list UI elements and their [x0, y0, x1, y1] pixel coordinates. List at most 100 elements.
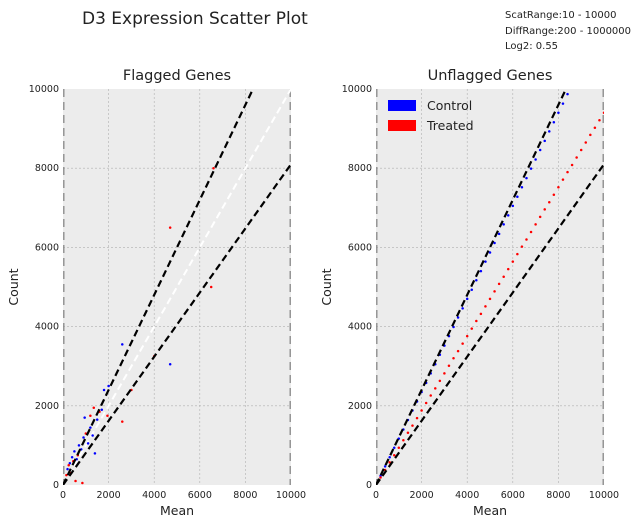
unflagged-point-control-41 [566, 92, 569, 96]
unflagged-point-treated-7 [411, 424, 414, 427]
flagged-series-control [66, 343, 172, 471]
flagged-point-treated-16 [209, 285, 213, 289]
flagged-point-treated-11 [106, 414, 109, 417]
unflagged-point-control-3 [392, 446, 396, 450]
info-line-scat-range: ScatRange:10 - 10000 [505, 10, 616, 21]
unflagged-point-treated-45 [584, 141, 588, 144]
unflagged-point-treated-26 [497, 282, 501, 286]
flagged-point-control-10 [89, 426, 92, 429]
flagged-point-treated-17 [212, 166, 215, 170]
unflagged-point-treated-24 [488, 297, 492, 301]
unflagged-point-treated-35 [538, 215, 542, 219]
flagged-point-treated-12 [121, 420, 124, 423]
flagged-y-tick-label-1: 2000 [35, 401, 59, 412]
flagged-point-treated-9 [92, 406, 96, 410]
legend: Control Treated [388, 98, 474, 133]
unflagged-y-tick-label-5: 10000 [342, 84, 372, 95]
unflagged-point-treated-11 [429, 394, 432, 397]
unflagged-point-treated-34 [534, 223, 537, 226]
unflagged-point-treated-48 [598, 119, 601, 122]
legend-label-control: Control [427, 98, 472, 113]
unflagged-axes-background [376, 89, 604, 485]
unflagged-point-treated-6 [406, 431, 410, 434]
unflagged-plot-title: Unflagged Genes [428, 68, 553, 84]
figure-title: D3 Expression Scatter Plot [82, 9, 308, 29]
flagged-y-tick-label-2: 4000 [35, 322, 59, 333]
unflagged-genes-plot: 0 2000 4000 6000 8000 10000 0 2000 4000 6000 8000 1… [319, 68, 619, 518]
flagged-x-tick-label-2: 4000 [142, 490, 166, 501]
unflagged-point-control-2 [388, 456, 391, 459]
unflagged-point-treated-33 [529, 230, 533, 234]
flagged-point-control-14 [100, 408, 104, 412]
unflagged-point-control-35 [538, 148, 542, 152]
flagged-point-control-2 [70, 456, 74, 459]
flagged-x-tick-label-1: 2000 [97, 490, 121, 501]
unflagged-y-axis-label: Count [319, 268, 334, 305]
unflagged-point-treated-39 [557, 185, 560, 189]
unflagged-point-control-34 [534, 158, 537, 161]
flagged-y-tick-label-0: 0 [53, 480, 59, 491]
flagged-point-control-5 [77, 444, 81, 447]
flagged-x-tick-label-5: 10000 [276, 490, 306, 501]
unflagged-point-control-23 [484, 260, 487, 263]
unflagged-point-control-30 [516, 195, 519, 198]
unflagged-x-tick-label-4: 8000 [546, 490, 570, 501]
unflagged-point-treated-9 [420, 409, 423, 412]
unflagged-x-tick-label-5: 10000 [589, 490, 619, 501]
unflagged-point-treated-43 [575, 156, 578, 159]
unflagged-point-treated-15 [447, 364, 451, 368]
flagged-x-tick-label-0: 0 [60, 490, 66, 501]
unflagged-clipped-layer [376, 89, 604, 485]
info-line-log2: Log2: 0.55 [505, 41, 558, 52]
flagged-y-tick-label-3: 6000 [35, 242, 59, 253]
unflagged-y-tick-label-1: 2000 [348, 401, 372, 412]
unflagged-point-control-39 [557, 111, 560, 115]
unflagged-point-treated-12 [434, 387, 437, 390]
flagged-point-control-13 [95, 418, 99, 421]
legend-swatch-control [388, 100, 416, 111]
flagged-point-control-12 [93, 452, 97, 455]
unflagged-x-tick-label-3: 6000 [501, 490, 525, 501]
flagged-y-tick-label-5: 10000 [29, 84, 59, 95]
unflagged-point-treated-28 [506, 267, 510, 271]
unflagged-point-treated-47 [593, 126, 597, 130]
unflagged-point-control-32 [525, 176, 528, 180]
flagged-point-treated-15 [168, 226, 172, 229]
legend-label-treated: Treated [426, 118, 474, 133]
unflagged-point-treated-49 [602, 111, 604, 115]
unflagged-point-control-28 [506, 214, 510, 217]
unflagged-point-control-18 [461, 307, 464, 310]
unflagged-point-control-37 [548, 130, 551, 133]
unflagged-y-tick-label-4: 8000 [348, 163, 372, 174]
unflagged-point-treated-5 [402, 439, 405, 442]
unflagged-point-treated-21 [475, 319, 478, 323]
unflagged-point-control-29 [511, 204, 515, 208]
unflagged-point-treated-41 [566, 170, 569, 174]
unflagged-x-tick-label-0: 0 [373, 490, 379, 501]
unflagged-point-control-21 [475, 279, 478, 282]
flagged-y-tick-label-4: 8000 [35, 163, 59, 174]
unflagged-point-treated-0 [379, 476, 382, 479]
flagged-point-control-9 [86, 442, 90, 445]
unflagged-point-treated-22 [479, 312, 483, 316]
unflagged-point-control-31 [520, 185, 524, 189]
unflagged-point-treated-38 [552, 193, 556, 196]
unflagged-point-treated-3 [392, 454, 396, 457]
unflagged-point-control-36 [543, 139, 546, 143]
flagged-point-treated-1 [67, 463, 70, 467]
flagged-point-treated-4 [74, 479, 77, 483]
unflagged-point-treated-10 [424, 401, 428, 405]
legend-swatch-treated [388, 120, 416, 131]
unflagged-point-control-1 [383, 465, 387, 468]
unflagged-point-control-26 [497, 232, 501, 236]
unflagged-y-tick-label-2: 4000 [348, 322, 372, 333]
unflagged-point-treated-4 [397, 446, 401, 450]
unflagged-point-control-38 [552, 121, 556, 124]
unflagged-point-control-25 [493, 241, 496, 245]
unflagged-y-tick-label-3: 6000 [348, 242, 372, 253]
flagged-point-control-16 [107, 384, 110, 388]
unflagged-y-tick-label-0: 0 [366, 480, 372, 491]
unflagged-point-control-33 [529, 167, 533, 170]
unflagged-plot-area: 0 2000 4000 6000 8000 10000 0 2000 4000 6000 8000 1… [342, 84, 619, 501]
